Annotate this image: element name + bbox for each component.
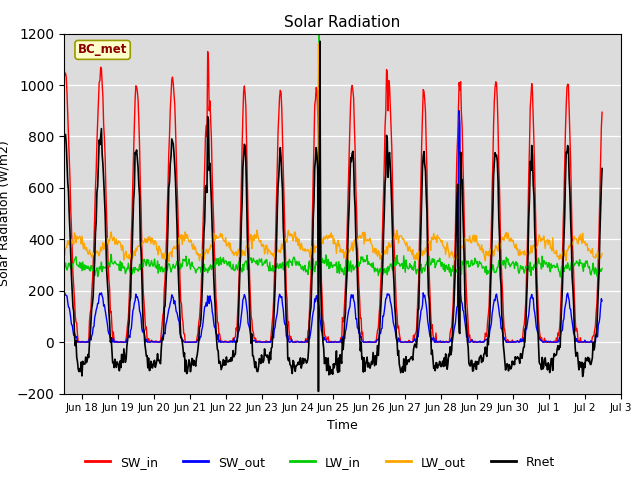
LW_in <box>120 264 128 270</box>
SW_in <box>443 338 451 344</box>
SW_out <box>120 339 128 345</box>
Y-axis label: Solar Radiation (W/m2): Solar Radiation (W/m2) <box>0 141 11 287</box>
SW_in <box>121 339 129 345</box>
Line: SW_out: SW_out <box>46 111 602 342</box>
Rnet <box>443 355 451 361</box>
LW_in <box>280 267 287 273</box>
LW_in <box>442 263 449 269</box>
LW_in <box>300 265 308 271</box>
LW_out <box>120 257 128 263</box>
Rnet <box>315 389 323 395</box>
Line: LW_in: LW_in <box>46 34 602 277</box>
Rnet <box>280 225 287 230</box>
SW_in <box>42 338 50 344</box>
LW_out <box>280 239 288 245</box>
LW_out <box>42 239 50 244</box>
LW_out <box>443 246 451 252</box>
SW_out <box>598 298 606 304</box>
LW_in <box>598 265 606 271</box>
Text: BC_met: BC_met <box>78 43 127 56</box>
Rnet <box>316 38 324 44</box>
LW_in <box>455 264 463 270</box>
Rnet <box>300 357 308 363</box>
LW_in <box>42 262 50 267</box>
Rnet <box>44 355 52 361</box>
SW_out <box>454 159 462 165</box>
SW_in <box>45 339 53 345</box>
SW_out <box>280 307 287 312</box>
SW_in <box>281 225 289 231</box>
Rnet <box>42 361 50 367</box>
SW_in <box>456 87 464 93</box>
Legend: SW_in, SW_out, LW_in, LW_out, Rnet: SW_in, SW_out, LW_in, LW_out, Rnet <box>80 451 560 474</box>
LW_out <box>315 41 323 47</box>
X-axis label: Time: Time <box>327 419 358 432</box>
SW_out <box>300 339 308 345</box>
Rnet <box>598 166 606 171</box>
LW_out <box>165 259 173 264</box>
SW_in <box>302 336 310 341</box>
Title: Solar Radiation: Solar Radiation <box>284 15 401 30</box>
LW_in <box>556 274 564 280</box>
Rnet <box>120 346 128 352</box>
LW_out <box>456 241 464 247</box>
LW_in <box>316 31 323 36</box>
SW_out <box>455 108 463 114</box>
Line: LW_out: LW_out <box>46 44 602 262</box>
LW_out <box>44 248 52 253</box>
SW_out <box>441 339 449 345</box>
Line: SW_in: SW_in <box>46 52 602 342</box>
LW_in <box>44 264 52 269</box>
LW_out <box>301 246 309 252</box>
LW_out <box>598 251 606 256</box>
SW_out <box>42 339 50 345</box>
Line: Rnet: Rnet <box>46 41 602 392</box>
SW_in <box>598 109 606 115</box>
SW_in <box>204 49 212 55</box>
SW_in <box>43 339 51 345</box>
SW_out <box>44 339 52 345</box>
Rnet <box>456 331 464 336</box>
